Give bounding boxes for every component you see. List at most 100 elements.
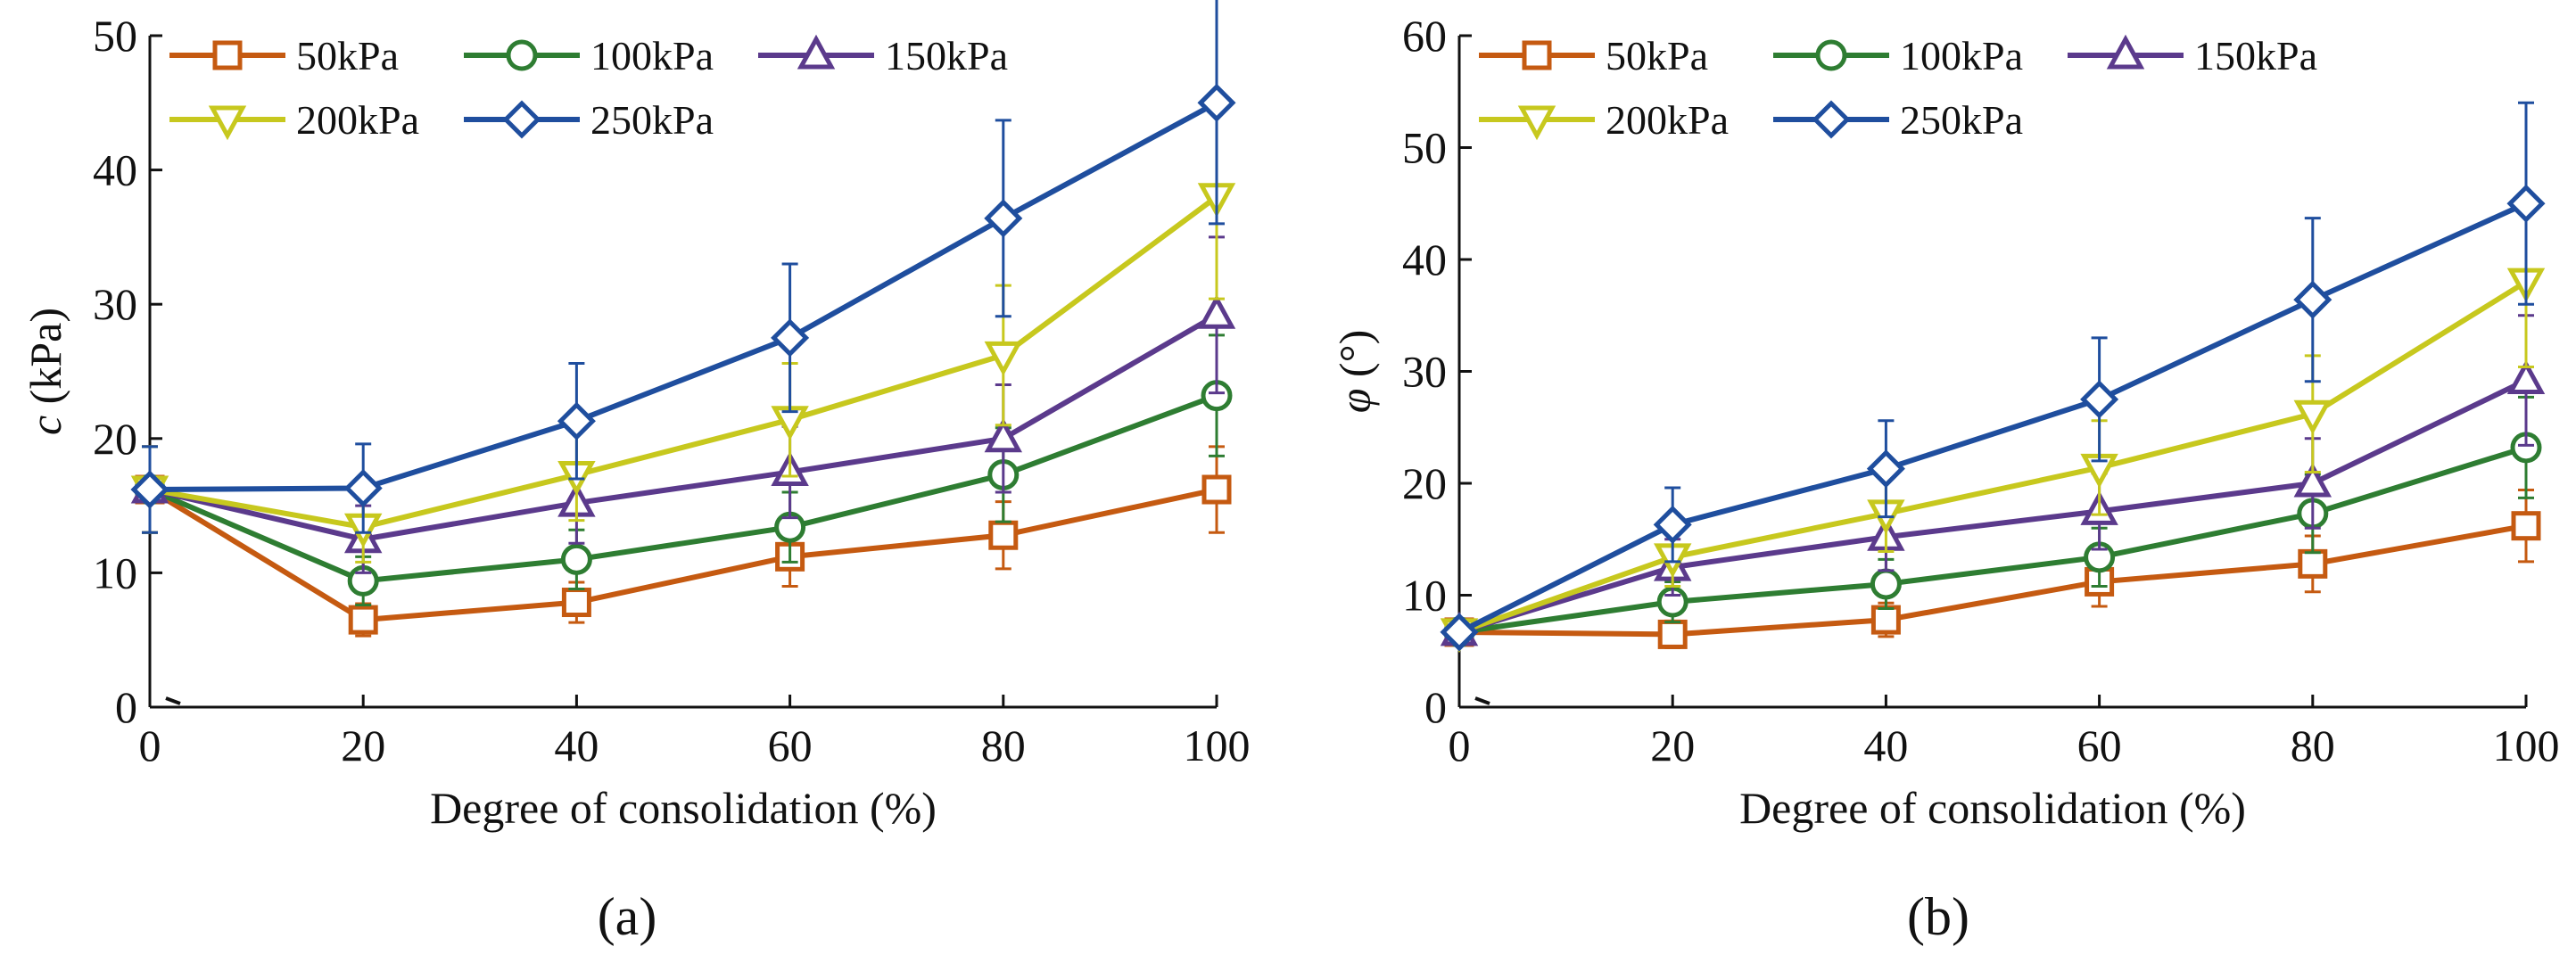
data-point <box>2511 511 2541 541</box>
series-line <box>1458 444 2527 635</box>
data-point <box>984 199 1023 238</box>
legend-item: 50kPa <box>1479 33 1708 78</box>
series-200kPa <box>1440 195 2546 654</box>
axis-break-mark <box>165 696 181 705</box>
data-point <box>984 417 1023 453</box>
legend-label: 50kPa <box>1606 33 1708 78</box>
x-tick-label: 60 <box>2077 720 2122 770</box>
data-point <box>130 470 169 509</box>
data-point <box>984 341 1023 376</box>
x-tick-label: 80 <box>2291 720 2335 770</box>
x-tick-label: 0 <box>1449 720 1471 770</box>
data-point <box>2293 399 2332 435</box>
panel-a-chart: 0 10 20 30 40 50 0 20 40 60 80 100 Degree of consoli… <box>21 0 1251 833</box>
data-point <box>2506 359 2546 395</box>
series-line <box>1458 523 2527 638</box>
x-tick-label: 0 <box>139 720 161 770</box>
legend-label: 200kPa <box>296 97 419 143</box>
axis-break-mark <box>1474 696 1490 705</box>
series-150kPa <box>1440 314 2546 646</box>
y-tick-label: 60 <box>1402 11 1447 61</box>
legend-item: 100kPa <box>464 33 714 78</box>
legend-item: 250kPa <box>1773 97 2023 143</box>
legend-marker <box>212 40 243 70</box>
legend-item: 150kPa <box>758 33 1008 78</box>
data-point <box>557 401 596 440</box>
series-line <box>148 487 1218 623</box>
data-point <box>2298 548 2328 579</box>
x-tick-label: 40 <box>554 720 599 770</box>
data-point <box>1197 83 1236 122</box>
legend-item: 250kPa <box>464 97 714 143</box>
series-line <box>149 312 1218 542</box>
series-line <box>1457 201 2528 635</box>
y-axis-title-unit: (°) <box>1330 330 1380 389</box>
data-point <box>561 588 591 618</box>
x-tick-label: 80 <box>981 720 1026 770</box>
x-tick-label: 20 <box>341 720 385 770</box>
x-tick-label: 100 <box>2493 720 2560 770</box>
data-point <box>2080 380 2119 419</box>
data-point <box>1197 294 1236 329</box>
legend-label: 250kPa <box>1900 97 2023 143</box>
y-tick-label: 30 <box>93 279 137 329</box>
data-point <box>1653 505 1692 544</box>
legend-label: 150kPa <box>885 33 1008 78</box>
series-line <box>1458 377 2528 635</box>
data-point <box>560 543 592 575</box>
data-point <box>771 318 810 358</box>
y-tick-label: 10 <box>1402 571 1447 621</box>
series-200kPa <box>130 93 1236 564</box>
panel-label-b: (b) <box>1907 887 1969 946</box>
series-line <box>149 194 1218 531</box>
legend-marker <box>502 100 541 139</box>
legend-marker <box>1812 100 1851 139</box>
legend-marker <box>208 105 247 141</box>
y-axis-title: φ (°) <box>1330 330 1380 413</box>
legend-marker <box>1522 40 1552 70</box>
data-point <box>348 605 378 635</box>
data-point <box>343 468 383 508</box>
legend-label: 150kPa <box>2194 33 2317 78</box>
legend-label: 100kPa <box>1900 33 2023 78</box>
y-tick-label: 50 <box>93 11 137 61</box>
y-axis-title-unit: (kPa) <box>21 308 70 416</box>
x-tick-label: 40 <box>1863 720 1908 770</box>
x-axis-title: Degree of consolidation (%) <box>1739 783 2246 833</box>
data-point <box>988 520 1019 550</box>
data-point <box>2506 184 2546 223</box>
y-tick-label: 0 <box>1424 682 1447 732</box>
legend-marker <box>1517 105 1556 141</box>
data-point <box>1657 619 1688 649</box>
legend-label: 100kPa <box>590 33 714 78</box>
x-tick-label: 60 <box>768 720 813 770</box>
panel-label-a: (a) <box>598 887 657 946</box>
y-tick-label: 50 <box>1402 123 1447 173</box>
legend: 50kPa 100kPa 150kPa 200kPa 250kPa <box>169 33 1008 143</box>
series-250kPa <box>1440 101 2546 652</box>
legend-label: 50kPa <box>296 33 399 78</box>
series-line <box>149 100 1218 493</box>
data-point <box>1870 605 1901 635</box>
legend-item: 150kPa <box>2068 33 2317 78</box>
data-point <box>1201 474 1232 505</box>
series-250kPa <box>130 0 1236 534</box>
legend-marker <box>506 39 538 71</box>
series-line <box>148 392 1218 584</box>
legend-item: 200kPa <box>1479 97 1729 143</box>
legend-item: 50kPa <box>169 33 399 78</box>
y-tick-label: 40 <box>1402 235 1447 284</box>
x-axis-title: Degree of consolidation (%) <box>430 783 937 833</box>
legend-label: 250kPa <box>590 97 714 143</box>
data-point <box>1866 449 1905 489</box>
legend-marker <box>1815 39 1847 71</box>
x-tick-label: 20 <box>1650 720 1695 770</box>
legend-marker <box>797 34 836 70</box>
legend-item: 100kPa <box>1773 33 2023 78</box>
data-point <box>1870 568 1902 600</box>
data-point <box>2293 462 2332 498</box>
y-tick-label: 40 <box>93 145 137 195</box>
legend: 50kPa 100kPa 150kPa 200kPa 250kPa <box>1479 33 2317 143</box>
y-tick-label: 10 <box>93 547 137 597</box>
